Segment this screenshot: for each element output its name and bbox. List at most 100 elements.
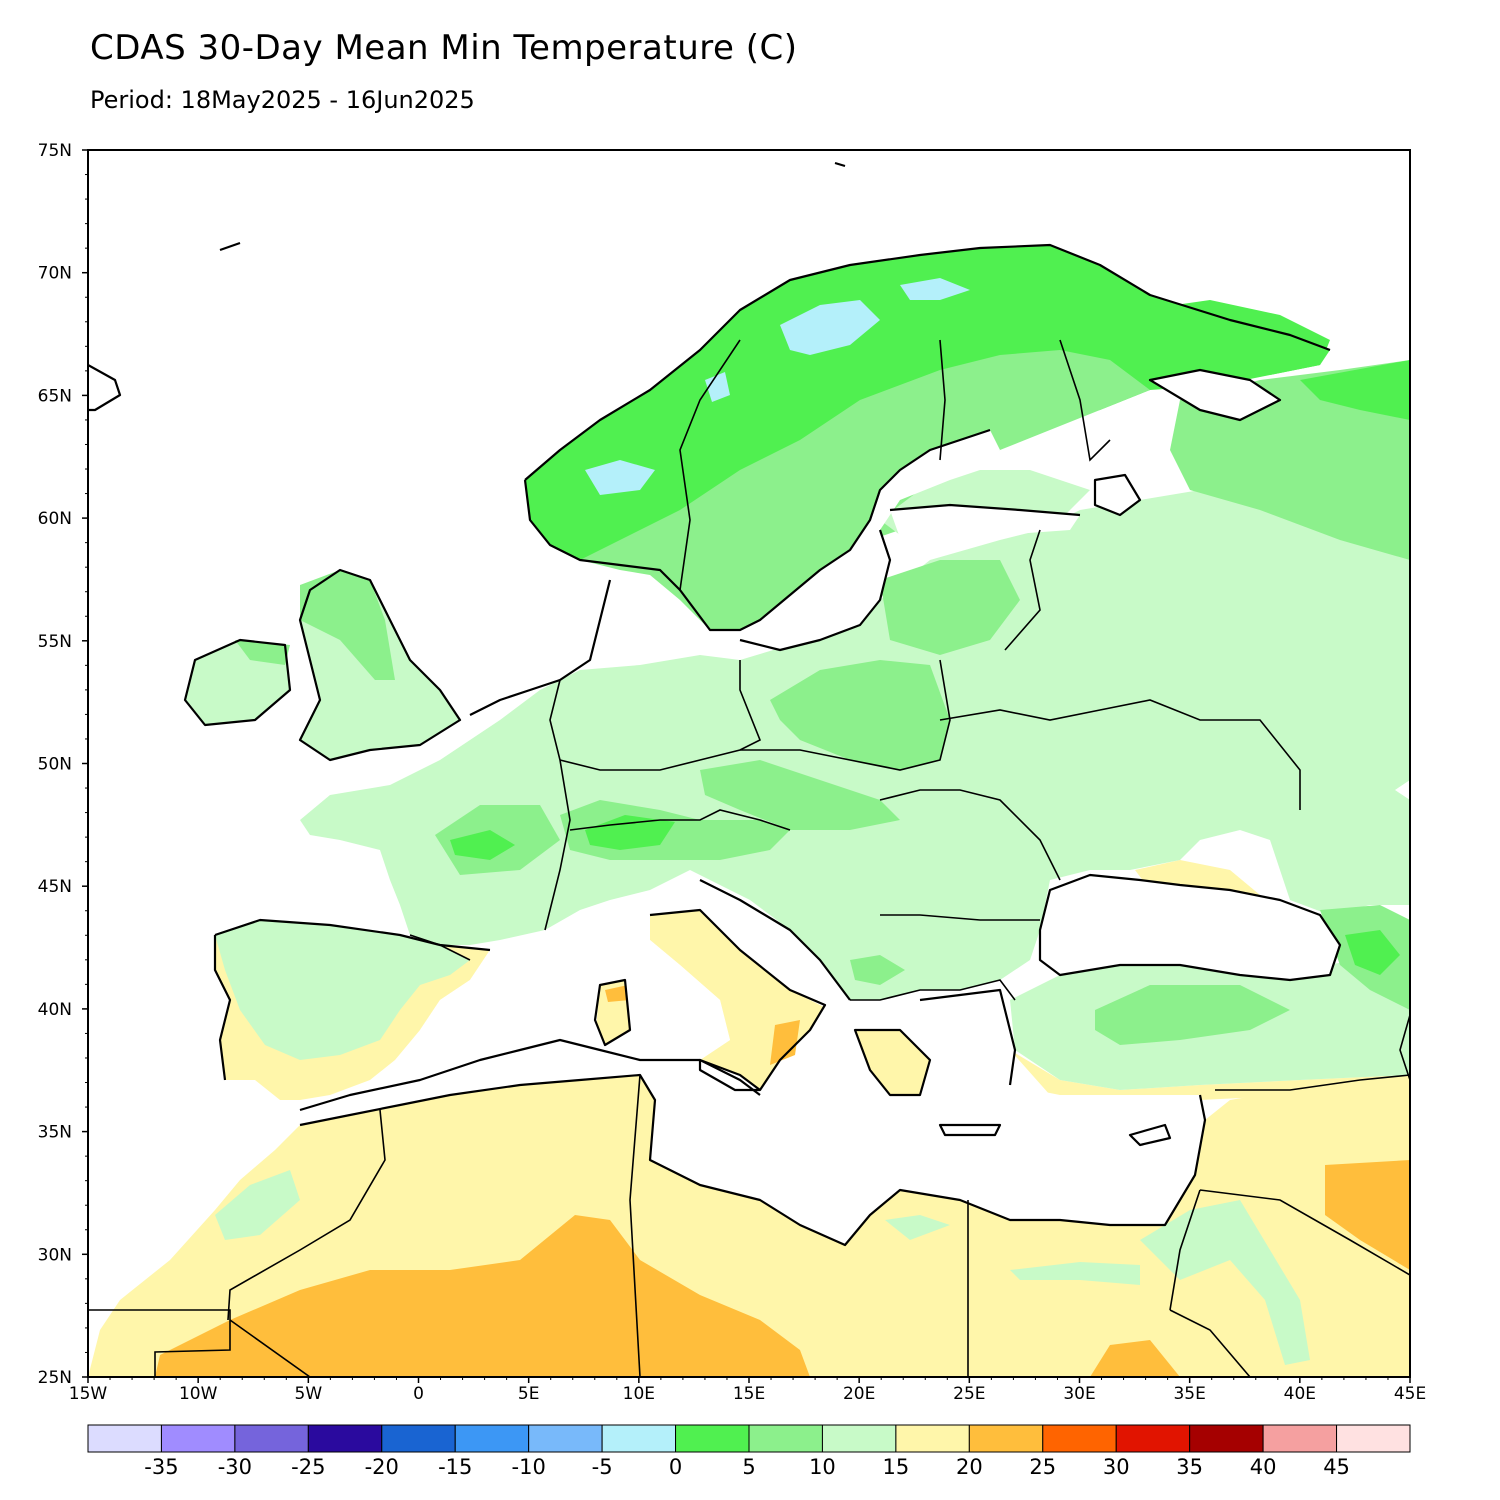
region-alps-high	[585, 815, 675, 850]
colorbar-swatch	[1042, 1424, 1117, 1453]
region-carpathians	[700, 760, 900, 830]
colorbar-swatch	[748, 1424, 823, 1453]
colorbar-swatch	[895, 1424, 970, 1453]
region-northwest-russia-cold	[1300, 360, 1410, 420]
region-ireland-north	[235, 640, 290, 665]
colorbar-swatch	[1336, 1424, 1411, 1453]
lat-label: 25N	[38, 1368, 72, 1388]
colorbar-label: -35	[144, 1455, 178, 1479]
colorbar-label: 5	[742, 1455, 755, 1479]
lon-label: 10W	[179, 1384, 218, 1404]
colorbar-swatch	[821, 1424, 897, 1453]
colorbar-label: -20	[365, 1455, 399, 1479]
colorbar-swatch	[160, 1424, 236, 1453]
lat-label: 40N	[38, 1000, 72, 1020]
lat-label: 75N	[38, 141, 72, 161]
colorbar-swatch	[1189, 1424, 1264, 1453]
lat-label: 45N	[38, 877, 72, 897]
colorbar-swatch	[968, 1424, 1044, 1453]
lat-label: 50N	[38, 755, 72, 775]
region-south-scandinavia	[580, 350, 1150, 630]
lake-ladoga	[1095, 475, 1140, 515]
colorbar-label: -10	[512, 1455, 546, 1479]
colorbar-label: 15	[883, 1455, 910, 1479]
colorbar-swatch	[454, 1424, 530, 1453]
sea-north	[380, 540, 610, 715]
colorbar-label: 40	[1250, 1455, 1277, 1479]
region-caucasus-cold	[1345, 930, 1400, 975]
sea-white	[1150, 370, 1280, 420]
lon-label: 5E	[518, 1384, 540, 1404]
region-finnmark	[900, 278, 970, 300]
colorbar-swatch	[381, 1424, 456, 1453]
colorbar-swatch	[675, 1424, 750, 1453]
region-calabria	[770, 1020, 800, 1065]
region-anatolia-inner	[1095, 985, 1290, 1045]
lon-label: 25E	[953, 1384, 985, 1404]
region-sahara-southeast	[1090, 1340, 1180, 1377]
colorbar-swatch	[1115, 1424, 1191, 1453]
lat-label: 70N	[38, 264, 72, 284]
colorbar-label: 30	[1103, 1455, 1130, 1479]
colorbar-label: -15	[438, 1455, 472, 1479]
lon-label: 45E	[1394, 1384, 1426, 1404]
colorbar-label: 20	[956, 1455, 983, 1479]
lat-label: 30N	[38, 1245, 72, 1265]
colorbar-swatch	[1262, 1424, 1338, 1453]
colorbar-swatch	[87, 1424, 162, 1453]
colorbar-label: 10	[809, 1455, 836, 1479]
lat-label: 60N	[38, 509, 72, 529]
region-lapland-mountains	[780, 300, 880, 355]
colorbar-label: 45	[1323, 1455, 1350, 1479]
map-plot-area	[88, 150, 1410, 1377]
region-scotland	[300, 570, 395, 680]
lon-label: 35E	[1173, 1384, 1205, 1404]
sea-adriatic	[700, 880, 850, 1010]
region-lofoten	[705, 372, 730, 402]
region-libya-coast	[885, 1215, 950, 1240]
colorbar: -35 -30 -25 -20 -15 -10 -5 0 5 10 15 20 25 30 35 40 45	[87, 1424, 1411, 1479]
lon-label: 30E	[1063, 1384, 1095, 1404]
lat-label: 65N	[38, 386, 72, 406]
colorbar-label: -25	[291, 1455, 325, 1479]
lon-label: 20E	[843, 1384, 875, 1404]
region-arabia	[1325, 1160, 1410, 1270]
sea-tyrrhenian	[420, 905, 730, 1060]
region-iberia-north	[215, 920, 470, 1060]
map-subtitle: Period: 18May2025 - 16Jun2025	[90, 86, 475, 114]
lat-label: 55N	[38, 632, 72, 652]
region-sardinia-warm	[605, 985, 630, 1002]
region-greece	[855, 1030, 930, 1095]
region-nile	[1010, 1262, 1140, 1285]
sea-aegean	[910, 990, 1015, 1085]
country-borders	[88, 339, 1410, 1377]
colorbar-label: -30	[218, 1455, 252, 1479]
sea-gulf-of-finland	[890, 505, 1080, 540]
lon-label: 15E	[733, 1384, 765, 1404]
sea-baltic	[740, 430, 1000, 650]
region-kola	[1140, 300, 1330, 375]
longitude-axis: 15W 10W 5W 0 5E 10E 15E 20E 25E 30E 35E 40E 45E	[69, 1377, 1426, 1404]
colorbar-label: -5	[592, 1455, 613, 1479]
colorbar-swatch	[234, 1424, 309, 1453]
region-bosnia	[850, 955, 905, 985]
sea-black	[1040, 875, 1340, 980]
colorbar-label: 35	[1176, 1455, 1203, 1479]
colorbar-swatch	[307, 1424, 383, 1453]
lon-label: 10E	[623, 1384, 655, 1404]
lon-label: 15W	[69, 1384, 108, 1404]
sea-caspian-edge	[1395, 780, 1410, 800]
sea-mediterranean	[300, 1040, 1205, 1245]
region-poland	[770, 660, 950, 770]
region-baltic-states	[880, 560, 1020, 655]
lon-label: 5W	[295, 1384, 323, 1404]
lat-label: 35N	[38, 1123, 72, 1143]
region-sahara-interior	[155, 1215, 810, 1377]
colorbar-label: 25	[1029, 1455, 1056, 1479]
lon-label: 40E	[1284, 1384, 1316, 1404]
region-massif-central-cold	[450, 830, 515, 860]
map-title: CDAS 30-Day Mean Min Temperature (C)	[90, 28, 798, 68]
colorbar-swatch	[528, 1424, 603, 1453]
colorbar-label: 0	[669, 1455, 682, 1479]
